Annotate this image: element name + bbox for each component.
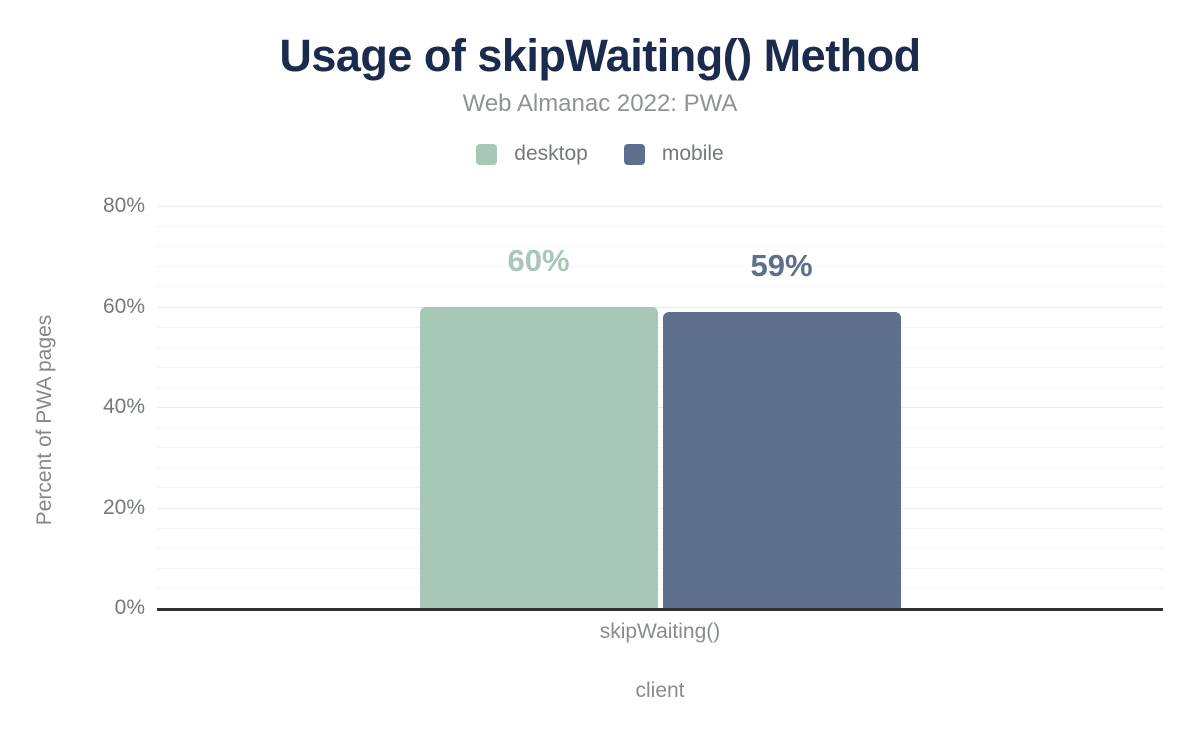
y-tick-label: 20% [102, 495, 145, 519]
x-tick-label: skipWaiting() [599, 620, 721, 643]
legend-swatch-mobile [623, 143, 645, 165]
minor-gridline [157, 567, 1163, 569]
minor-gridline [157, 346, 1163, 348]
bar-mobile[interactable] [662, 311, 901, 608]
legend-label-mobile: mobile [661, 142, 724, 165]
minor-gridline [157, 447, 1163, 449]
y-tick-label: 60% [102, 294, 145, 318]
x-axis-title: client [635, 679, 685, 702]
y-axis-title: Percent of PWA pages [33, 314, 56, 526]
legend-item-mobile[interactable]: mobile [623, 142, 724, 166]
minor-gridline [157, 487, 1163, 489]
major-gridline [157, 407, 1163, 408]
minor-gridline [157, 467, 1163, 469]
minor-gridline [157, 587, 1163, 589]
y-tick-label: 0% [114, 596, 145, 619]
minor-gridline [157, 326, 1163, 328]
legend-swatch-desktop [476, 143, 498, 165]
minor-gridline [157, 366, 1163, 368]
legend-item-desktop[interactable]: desktop [476, 142, 588, 166]
minor-gridline [157, 226, 1163, 228]
x-axis-line [157, 608, 1163, 611]
minor-gridline [157, 266, 1163, 268]
y-tick-label: 40% [102, 395, 145, 418]
minor-gridline [157, 246, 1163, 248]
major-gridline [157, 507, 1163, 509]
major-gridline [157, 306, 1163, 308]
bar-desktop[interactable] [419, 306, 658, 608]
minor-gridline [157, 427, 1163, 429]
bar-value-desktop: 60% [507, 242, 570, 278]
legend: desktop mobile [0, 142, 1200, 166]
y-tick-label: 80% [102, 194, 145, 217]
minor-gridline [157, 547, 1163, 549]
legend-label-desktop: desktop [514, 142, 588, 165]
minor-gridline [157, 527, 1163, 529]
major-gridline [157, 206, 1163, 207]
minor-gridline [157, 286, 1163, 288]
chart-subtitle: Web Almanac 2022: PWA [462, 90, 738, 117]
chart-title: Usage of skipWaiting() Method [279, 30, 921, 81]
minor-gridline [157, 386, 1163, 388]
bar-value-mobile: 59% [750, 247, 813, 283]
